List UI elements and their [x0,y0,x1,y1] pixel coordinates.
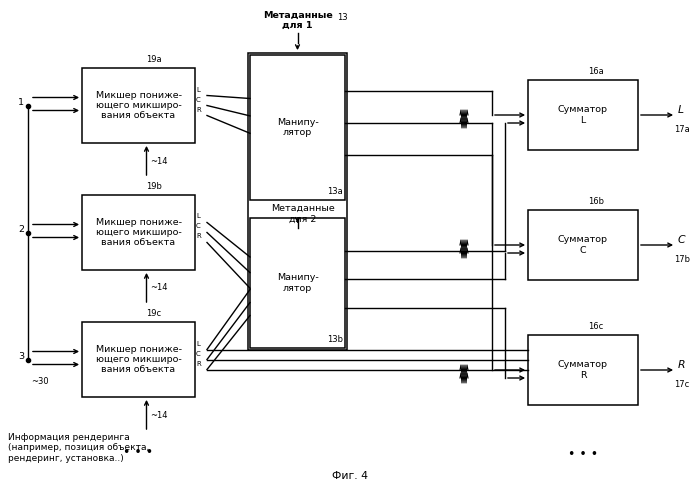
Text: Метаданные
для 2: Метаданные для 2 [271,204,334,223]
Text: 17b: 17b [674,255,690,264]
Text: 19b: 19b [147,182,162,191]
Text: 13a: 13a [327,187,343,196]
Text: L: L [678,105,684,115]
Text: ~14: ~14 [150,156,168,166]
Text: 16b: 16b [589,197,605,206]
Text: C: C [196,223,201,230]
Bar [250,55,345,200]
Text: Сумматор
R: Сумматор R [558,360,608,380]
Bar [82,195,195,270]
Text: C: C [678,235,686,245]
Text: Манипу-
лятор: Манипу- лятор [277,273,318,293]
Text: Манипу-
лятор: Манипу- лятор [277,118,318,137]
Text: Сумматор
L: Сумматор L [558,106,608,125]
Bar [528,335,638,405]
Bar [528,210,638,280]
Text: ~14: ~14 [150,283,168,292]
Text: R: R [196,106,201,112]
Bar [82,68,195,143]
Text: 1: 1 [18,98,24,107]
Text: • • •: • • • [568,449,598,461]
Text: Микшер пониже-
ющего микширо-
вания объекта: Микшер пониже- ющего микширо- вания объе… [96,217,182,247]
Text: Метаданные
для 1: Метаданные для 1 [263,11,333,31]
Text: 16a: 16a [589,67,604,76]
Text: 19c: 19c [147,309,161,318]
Text: L: L [196,86,200,93]
Text: Сумматор
C: Сумматор C [558,235,608,255]
Text: 17a: 17a [674,125,690,134]
Text: Фиг. 4: Фиг. 4 [331,471,368,481]
Text: 17c: 17c [674,380,689,389]
Bar [82,322,195,397]
Text: R: R [678,360,686,370]
Text: 19a: 19a [147,55,162,64]
Text: 2: 2 [18,225,24,234]
Text: 16c: 16c [589,322,604,331]
Bar [250,218,345,348]
Text: C: C [196,97,201,103]
Text: L: L [196,213,200,219]
Text: ~30: ~30 [31,378,49,387]
Text: L: L [196,341,200,347]
Text: C: C [196,351,201,356]
Text: • • •: • • • [124,446,154,458]
Text: R: R [196,234,201,240]
Text: Информация рендеринга
(например, позиция объекта,
рендеринг, установка..): Информация рендеринга (например, позиция… [8,433,150,463]
Text: Микшер пониже-
ющего микширо-
вания объекта: Микшер пониже- ющего микширо- вания объе… [96,91,182,120]
Bar [528,80,638,150]
Bar [248,53,347,350]
Text: Микшер пониже-
ющего микширо-
вания объекта: Микшер пониже- ющего микширо- вания объе… [96,345,182,374]
Text: 13b: 13b [327,335,343,344]
Text: 3: 3 [18,352,24,361]
Text: ~14: ~14 [150,411,168,420]
Text: 13: 13 [338,13,348,22]
Text: R: R [196,360,201,366]
